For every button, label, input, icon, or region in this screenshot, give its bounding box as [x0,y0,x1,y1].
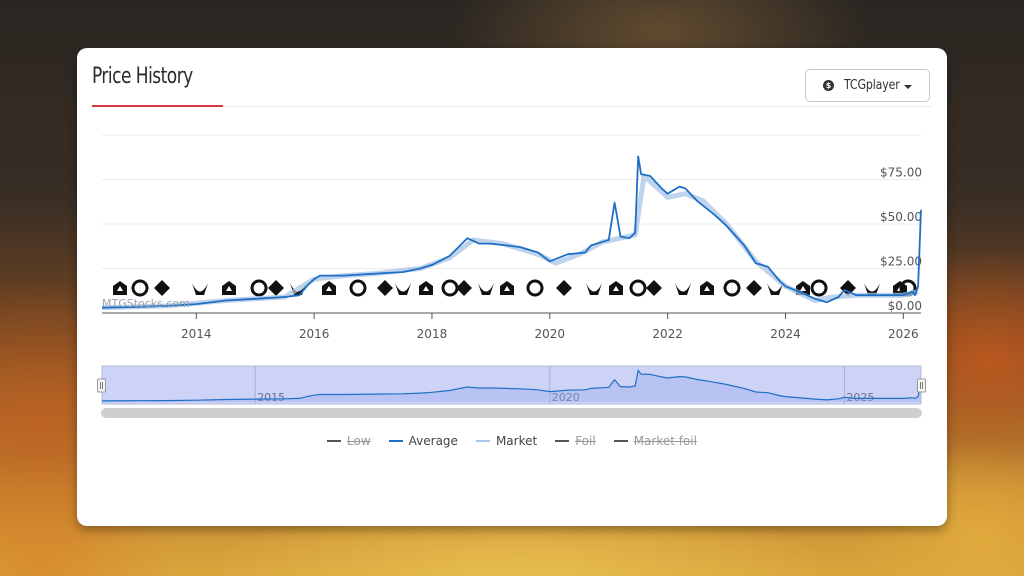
set-symbol-icon [723,279,741,297]
x-axis-labels: 2014 2016 2018 2020 2022 2024 2026 [181,313,919,341]
x-tick-label: 2024 [770,327,801,341]
legend-item-average[interactable]: Average [388,434,458,448]
x-tick-label: 2018 [417,327,448,341]
chart-gridlines [102,134,921,269]
set-symbol-icon [419,281,433,295]
navigator-selection[interactable] [101,365,922,405]
set-symbol-icon [556,280,572,296]
watermark-text: MTGStocks.com [102,297,190,310]
price-source-label: TCGplayer [844,78,900,93]
x-tick-label: 2026 [888,327,919,341]
set-symbol-icon [767,283,783,295]
set-symbol-icon [526,279,544,297]
set-symbol-icon [810,279,828,297]
navigator-year-label: 2025 [846,391,874,404]
navigator-series-line [101,369,922,402]
average-series-line [101,155,922,309]
legend-item-low[interactable]: Low [327,434,371,448]
page-title: Price History [92,64,193,89]
legend-swatch [388,440,403,442]
set-symbol-icon [250,279,268,297]
legend-swatch [475,440,490,442]
set-symbol-icon [377,280,393,296]
navigator-scrollbar[interactable] [101,408,922,418]
navigator-left-handle[interactable] [97,378,106,393]
x-tick-label: 2014 [181,327,212,341]
dollar-coin-icon: $ [823,80,834,91]
navigator-year-markers: 2015 2020 2025 [254,366,874,404]
set-symbol-icon [675,283,691,295]
price-chart[interactable]: $0.00 $25.00 $50.00 $75.00 MTGStocks.com 20… [77,48,947,526]
set-symbol-icon [586,283,602,295]
set-symbol-icon [864,283,880,295]
set-symbol-icon [746,280,762,296]
y-tick-label: $75.00 [880,166,922,180]
chart-legend: Low Average Market Foil Market foil [77,434,947,448]
set-symbol-icon [478,283,494,295]
set-symbol-icon [131,279,149,297]
set-symbol-icon [222,281,236,295]
legend-item-market[interactable]: Market [475,434,538,448]
legend-item-foil[interactable]: Foil [555,434,596,448]
set-symbol-icon [154,280,170,296]
set-symbol-icon [322,281,336,295]
y-tick-label: $50.00 [880,210,922,224]
chevron-down-icon [904,85,912,89]
y-axis-labels: $0.00 $25.00 $50.00 $75.00 [880,166,922,314]
x-tick-label: 2022 [652,327,683,341]
price-source-dropdown[interactable]: $ TCGplayer [805,69,930,102]
legend-item-market-foil[interactable]: Market foil [613,434,697,448]
set-symbol-markers [113,279,917,297]
y-tick-label: $25.00 [880,255,922,269]
legend-label: Market [495,434,538,448]
set-symbol-icon [646,280,662,296]
set-symbol-icon [629,279,647,297]
legend-label: Market foil [633,434,697,448]
set-symbol-icon [840,280,856,296]
legend-swatch [555,440,570,442]
x-tick-label: 2016 [299,327,330,341]
set-symbol-icon [268,280,284,296]
price-history-card: Price History $ TCGplayer $0.00 $25.00 $50… [77,48,947,526]
title-underline [92,105,223,107]
navigator-right-handle[interactable] [917,378,926,393]
legend-label: Low [347,434,371,448]
x-tick-label: 2020 [535,327,566,341]
chart-series-lines [101,155,922,311]
legend-label: Foil [575,434,596,448]
set-symbol-icon [349,279,367,297]
set-symbol-icon [700,281,714,295]
set-symbol-icon [192,283,208,295]
set-symbol-icon [500,281,514,295]
set-symbol-icon [441,279,459,297]
header-divider [223,106,932,107]
set-symbol-icon [456,280,472,296]
legend-swatch [613,440,628,442]
y-tick-label: $0.00 [888,299,922,313]
navigator[interactable]: 2015 2020 2025 [97,365,926,418]
navigator-year-label: 2020 [552,391,580,404]
set-symbol-icon [609,281,623,295]
legend-swatch [327,440,342,442]
set-symbol-icon [113,281,127,295]
legend-label: Average [408,434,458,448]
set-symbol-icon [395,283,411,295]
navigator-year-label: 2015 [257,391,285,404]
